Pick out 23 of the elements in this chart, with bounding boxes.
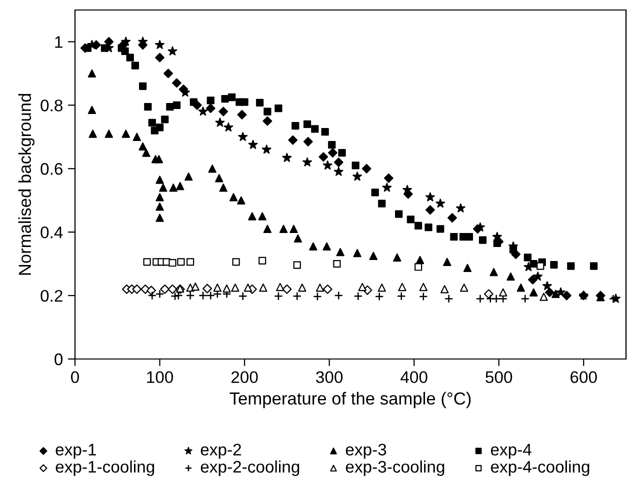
y-tick-label: 0 (54, 353, 63, 366)
x-tick-label: 500 (486, 371, 512, 384)
y-tick-label: 0.8 (40, 100, 62, 112)
legend-label: exp-1 (56, 444, 96, 459)
y-tick-label: 0.4 (40, 226, 63, 238)
x-tick-label: 0 (71, 371, 79, 384)
y-tick-label: 0.2 (40, 290, 62, 302)
y-axis-title: Normalised background (18, 94, 34, 275)
legend-label: exp-1-cooling (56, 460, 154, 476)
x-tick-label: 100 (147, 371, 174, 384)
legend-label: exp-3-cooling (346, 460, 444, 476)
x-tick-label: 600 (570, 371, 597, 384)
x-tick-label: 400 (400, 371, 428, 384)
legend-label: exp-3 (346, 444, 386, 459)
legend-label: exp-2-cooling (200, 460, 300, 476)
x-tick-label: 200 (231, 371, 258, 384)
x-axis-title: Temperature of the sample (°C) (230, 392, 471, 408)
legend-label: exp-4-cooling (490, 460, 590, 476)
legend-label: exp-2 (200, 444, 241, 459)
x-tick-label: 300 (316, 371, 343, 384)
y-tick-label: 0.6 (40, 163, 62, 175)
legend-label: exp-4 (490, 444, 532, 459)
y-tick-label: 1 (55, 36, 62, 48)
